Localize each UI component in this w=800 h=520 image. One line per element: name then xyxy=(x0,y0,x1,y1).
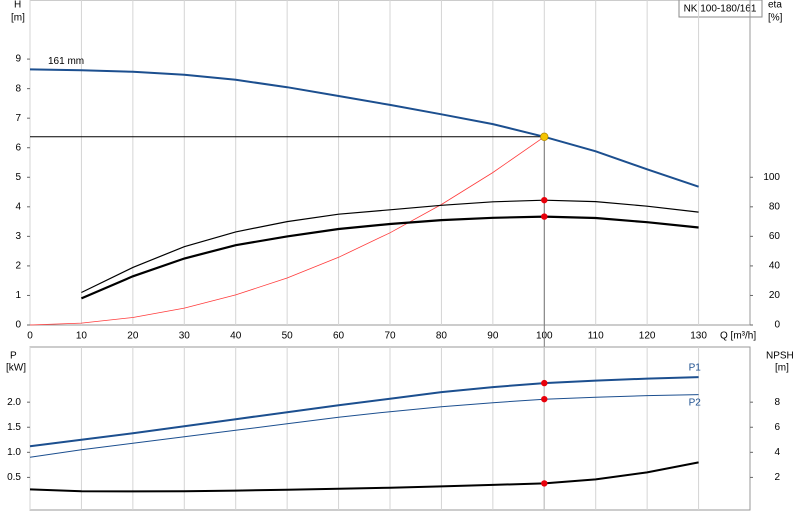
duty-marker xyxy=(541,395,548,403)
duty-marker xyxy=(541,213,548,220)
series-line xyxy=(29,461,699,493)
y2-axis-unit: [m] xyxy=(775,363,789,374)
x-tick-label: 0 xyxy=(27,331,33,342)
y2-tick-label: 2 xyxy=(774,472,780,483)
x-tick-label: 50 xyxy=(282,331,294,342)
series-line xyxy=(29,376,699,448)
y-tick-label: 0 xyxy=(15,320,21,331)
title-box xyxy=(678,0,763,18)
x-tick-label: 110 xyxy=(588,331,604,342)
x-tick-label: 60 xyxy=(333,331,345,342)
duty-point xyxy=(540,132,549,141)
y2-tick-label: 60 xyxy=(769,231,781,242)
x-tick-label: 70 xyxy=(384,331,396,342)
y2-tick-label: 100 xyxy=(763,172,780,183)
y-tick-label: 7 xyxy=(15,113,21,124)
y2-tick-label: 80 xyxy=(769,201,781,212)
x-tick-label: 20 xyxy=(127,331,139,342)
x-tick-label: 30 xyxy=(179,331,191,342)
x-tick-label: 130 xyxy=(690,331,707,342)
y-tick-label: 1 xyxy=(15,290,21,301)
y-tick-label: 9 xyxy=(15,54,21,65)
y-tick-label: 6 xyxy=(15,142,21,153)
y2-axis-unit: [%] xyxy=(768,13,783,24)
y-tick-label: 1.0 xyxy=(7,447,21,458)
y-tick-label: 3 xyxy=(15,231,21,242)
x-tick-label: 90 xyxy=(487,331,499,342)
y-axis-label: P xyxy=(10,351,17,362)
y-axis-label: H xyxy=(14,0,21,11)
series-line xyxy=(29,68,699,188)
x-axis-label: Q [m³/h] xyxy=(720,331,756,342)
series-line xyxy=(29,136,545,326)
y-axis-unit: [m] xyxy=(11,13,25,24)
y2-axis-label: NPSH xyxy=(766,351,794,362)
y-tick-label: 2 xyxy=(15,261,21,272)
series-line xyxy=(80,215,699,300)
series-label: P1 xyxy=(689,363,702,374)
y2-tick-label: 4 xyxy=(774,447,780,458)
duty-marker xyxy=(541,196,548,204)
x-tick-label: 40 xyxy=(230,331,242,342)
duty-marker xyxy=(541,379,548,387)
y2-tick-label: 20 xyxy=(769,290,781,301)
y-tick-label: 5 xyxy=(15,172,21,183)
chart-title: NK 100-180/161 xyxy=(684,4,757,15)
y2-axis-label: eta xyxy=(768,0,782,11)
series-label: 161 mm xyxy=(48,56,84,67)
series-label: P2 xyxy=(689,397,702,408)
y-tick-label: 4 xyxy=(15,201,21,212)
duty-marker xyxy=(541,480,548,487)
x-tick-label: 120 xyxy=(639,331,656,342)
y2-tick-label: 0 xyxy=(774,320,780,331)
y2-tick-label: 6 xyxy=(774,422,780,433)
y2-tick-label: 8 xyxy=(774,397,780,408)
x-tick-label: 10 xyxy=(76,331,88,342)
series-line xyxy=(29,394,699,458)
y2-tick-label: 40 xyxy=(769,261,781,272)
y-tick-label: 1.5 xyxy=(7,422,21,433)
series-line xyxy=(81,199,699,294)
y-axis-unit: [kW] xyxy=(6,363,26,374)
y-tick-label: 8 xyxy=(15,83,21,94)
y-tick-label: 0.5 xyxy=(7,472,21,483)
y-tick-label: 2.0 xyxy=(7,397,21,408)
x-tick-label: 80 xyxy=(436,331,448,342)
